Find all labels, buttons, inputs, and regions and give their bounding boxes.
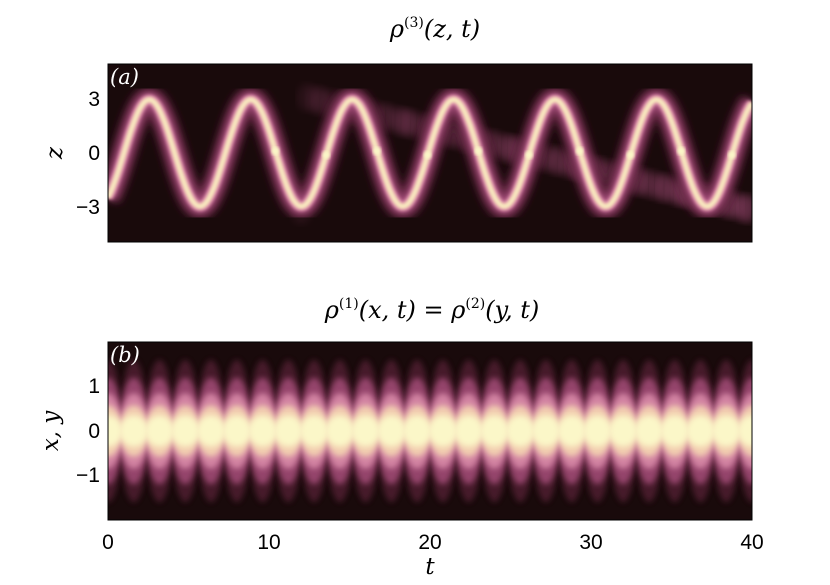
panel-b-title-mid: (x, t) = [359,296,452,324]
panel-b-density-blob [480,415,509,447]
panel-a-crossing-spot [423,151,432,159]
panel-a-crossing-spot [677,147,686,155]
panel-b-title-base-1: ρ [324,296,339,324]
panel-a-haze-blob [394,108,414,136]
panel-b-xtick-label: 10 [257,531,280,554]
panel-b-density-blob [557,415,586,447]
panel-a-ylabel: z [42,146,68,160]
panel-a-title: ρ(3)(z, t) [389,15,480,43]
panel-b-density-blob [531,415,561,447]
panel-a-ytick-label: 0 [88,142,100,165]
panel-b-density-blob [634,415,664,447]
panel-a-title-sup: (3) [404,15,424,31]
panel-a-haze-blob [738,195,752,223]
panel-b-heatmap [108,359,752,503]
panel-b-x-axis: 0 10 20 30 40 t [102,531,764,580]
panel-b-density-blob [660,415,689,447]
panel-b-density-blob [686,415,715,447]
panel-b-xtick-label: 30 [579,531,602,554]
panel-b-density-blob [119,415,148,447]
panel-b-density-blob [737,415,752,447]
panel-b-density-blob [609,415,638,447]
panel-b-frame [107,341,753,521]
panel-b-density-blob [171,415,200,447]
panel-a-crossing-spot [372,147,381,155]
panel-a-crossing-spot [575,147,584,155]
panel-b-density-blob [583,415,612,447]
panel-b-ytick-label: −1 [76,464,100,487]
panel-a-crossing-spot [322,151,331,159]
panel-b-xlabel: t [425,554,435,580]
panel-b-density-blob [351,415,380,447]
panel-b-title-sup-1: (1) [339,296,359,312]
panel-a-heatmap [108,83,752,224]
panel-b-density-blob [299,415,329,447]
panel-a-haze-blob [297,83,318,112]
panel-b-density-blob [428,415,458,447]
panel-b-plot: (b) [107,341,753,521]
panel-a-ytick-label: −3 [76,196,100,219]
panel-b-density-blob [377,415,406,447]
panel-a-title-rest: (z, t) [424,15,480,43]
panel-a-haze-blob [657,174,677,203]
panel-b-density-blob [402,415,432,447]
panel-b-ytick-label: 0 [88,420,100,443]
panel-a-label: (a) [110,65,139,89]
panel-a-haze-blob [378,104,399,133]
panel-a-title-base: ρ [389,15,404,43]
panel-b-density-blob [712,415,741,447]
panel-b-density-blob [196,415,226,447]
panel-b-density-blob [108,415,123,447]
panel-a-plot: (a) [107,63,753,243]
panel-b-xtick-label: 40 [740,531,763,554]
panel-b-title-sup-2: (2) [465,296,485,312]
panel-b-ytick-label: 1 [88,375,100,398]
panel-a-crossing-spot [727,151,736,159]
panel-a-ytick-label: 3 [88,88,100,111]
panel-a-frame [107,63,753,243]
panel-a-crossing-spot [525,151,533,159]
panel-b-density-blob [248,415,277,447]
panel-a-haze-blob [550,147,571,176]
panel-b-title-rest: (y, t) [485,296,539,324]
panel-b-density-blob [325,415,354,447]
panel-b-density-blob [145,415,174,447]
panel-a-y-axis: 3 0 −3 z [42,88,100,219]
panel-a-crossing-spot [474,147,483,155]
panel-b-title: ρ(1)(x, t) = ρ(2)(y, t) [324,296,539,324]
panel-b-ylabel: x, y [38,410,64,452]
panel-a-density-band [108,98,752,208]
panel-b-density-blob [222,415,251,447]
panel-a-crossing-spot [626,151,635,159]
panel-a-haze-blob [312,87,333,116]
panel-b-xtick-label: 20 [418,531,441,554]
panel-b-title-base-2: ρ [450,296,465,324]
panel-b-label: (b) [110,343,140,367]
panel-b-density-blob [454,415,483,447]
panel-b-y-axis: 1 0 −1 x, y [38,375,100,487]
panel-b-density-blob [506,415,535,447]
panel-a-crossing-spot [271,147,280,155]
panel-b-xtick-label: 0 [102,531,114,554]
panel-b-density-blob [274,415,303,447]
